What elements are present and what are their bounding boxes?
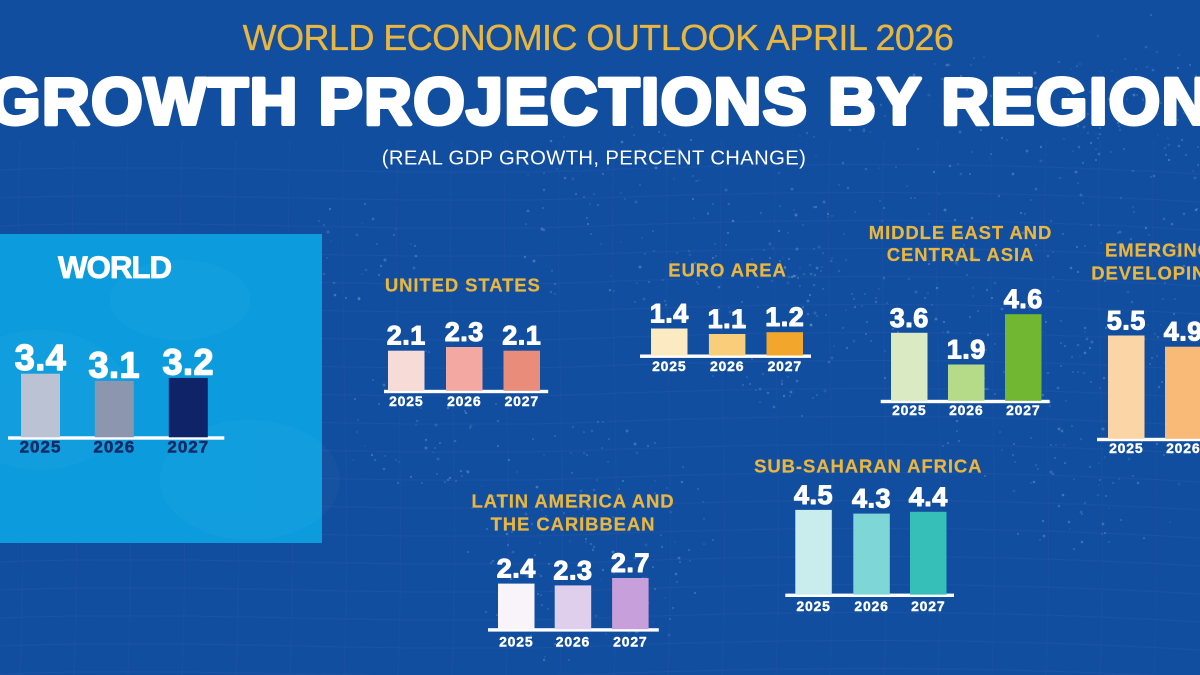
svg-text:2.7: 2.7: [611, 548, 650, 578]
svg-text:2026: 2026: [854, 598, 888, 614]
svg-text:2026: 2026: [447, 393, 481, 409]
svg-text:1.1: 1.1: [708, 304, 747, 334]
svg-text:2027: 2027: [1006, 402, 1040, 418]
svg-text:2.3: 2.3: [553, 555, 592, 585]
svg-text:GROWTH PROJECTIONS BY REGION: GROWTH PROJECTIONS BY REGION: [0, 64, 1200, 138]
svg-text:4.9: 4.9: [1164, 317, 1200, 347]
svg-text:WORLD ECONOMIC OUTLOOK APRIL 2: WORLD ECONOMIC OUTLOOK APRIL 2026: [243, 17, 954, 58]
svg-text:4.5: 4.5: [794, 480, 833, 510]
svg-text:2.1: 2.1: [502, 321, 541, 351]
svg-text:2027: 2027: [911, 598, 945, 614]
svg-text:DEVELOPING ASIA: DEVELOPING ASIA: [1091, 263, 1200, 284]
svg-text:2026: 2026: [556, 634, 590, 650]
svg-text:2026: 2026: [949, 402, 983, 418]
svg-text:2025: 2025: [499, 634, 533, 650]
svg-text:THE CARIBBEAN: THE CARIBBEAN: [491, 514, 656, 535]
svg-text:2026: 2026: [710, 358, 744, 374]
svg-text:2026: 2026: [93, 438, 135, 457]
svg-text:2.3: 2.3: [445, 317, 484, 347]
svg-text:2026: 2026: [1166, 440, 1200, 456]
svg-text:3.1: 3.1: [89, 344, 141, 385]
svg-text:SUB-SAHARAN AFRICA: SUB-SAHARAN AFRICA: [754, 456, 982, 477]
svg-text:3.6: 3.6: [890, 303, 929, 333]
svg-text:2027: 2027: [167, 438, 209, 457]
svg-text:5.5: 5.5: [1107, 306, 1146, 336]
svg-text:CENTRAL ASIA: CENTRAL ASIA: [887, 244, 1035, 265]
svg-text:2025: 2025: [652, 358, 686, 374]
svg-text:UNITED STATES: UNITED STATES: [385, 275, 541, 296]
svg-text:MIDDLE EAST AND: MIDDLE EAST AND: [869, 222, 1052, 243]
svg-text:2.1: 2.1: [387, 321, 426, 351]
svg-text:2027: 2027: [613, 634, 647, 650]
svg-text:2025: 2025: [892, 402, 926, 418]
svg-text:2.4: 2.4: [497, 554, 536, 584]
svg-text:3.2: 3.2: [163, 341, 215, 382]
svg-text:2025: 2025: [1109, 440, 1143, 456]
svg-text:1.9: 1.9: [947, 334, 986, 364]
svg-text:2025: 2025: [389, 393, 423, 409]
svg-text:WORLD: WORLD: [58, 249, 171, 285]
svg-text:1.4: 1.4: [650, 298, 689, 328]
svg-text:4.4: 4.4: [909, 482, 948, 512]
svg-text:(REAL GDP GROWTH, PERCENT CHAN: (REAL GDP GROWTH, PERCENT CHANGE): [382, 148, 806, 170]
svg-text:2027: 2027: [505, 393, 539, 409]
svg-text:EMERGING AND: EMERGING AND: [1105, 240, 1200, 261]
svg-text:2027: 2027: [768, 358, 802, 374]
svg-text:4.3: 4.3: [852, 484, 891, 514]
svg-text:EURO AREA: EURO AREA: [668, 260, 786, 281]
svg-text:2025: 2025: [796, 598, 830, 614]
svg-text:1.2: 1.2: [765, 302, 804, 332]
svg-text:LATIN AMERICA AND: LATIN AMERICA AND: [471, 491, 674, 512]
svg-text:2025: 2025: [20, 438, 62, 457]
svg-text:3.4: 3.4: [15, 337, 67, 378]
svg-text:4.6: 4.6: [1004, 284, 1043, 314]
